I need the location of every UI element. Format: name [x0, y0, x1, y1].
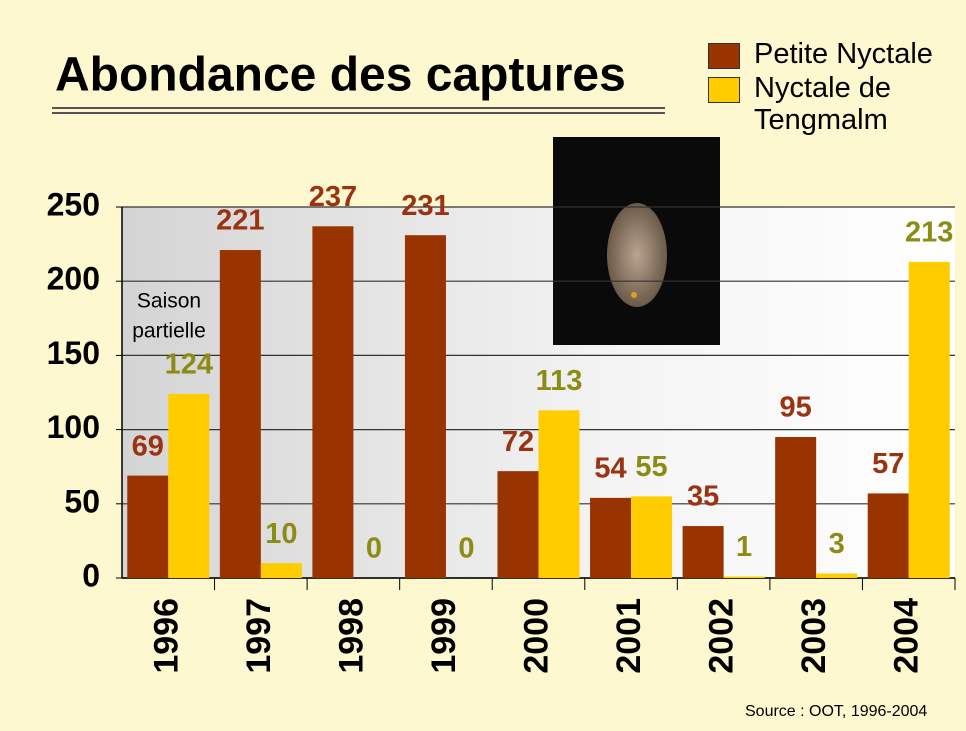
value-label: 113 [536, 365, 583, 397]
value-label: 69 [132, 430, 164, 462]
value-label: 0 [366, 533, 382, 565]
value-label: 57 [872, 448, 904, 480]
x-tick-label: 2002 [703, 598, 741, 674]
bar [683, 526, 724, 578]
bar [724, 577, 765, 578]
value-label: 3 [829, 528, 845, 560]
legend-label: Petite Nyctale [754, 38, 933, 70]
source: Source : OOT, 1996-2004 [745, 703, 927, 720]
legend-swatch [708, 77, 740, 103]
legend-item: Nyctale de Tengmalm [708, 72, 966, 136]
value-label: 55 [635, 451, 667, 483]
x-tick-label: 1998 [332, 598, 370, 674]
annotation: Saison [137, 290, 201, 313]
bar [590, 498, 631, 578]
value-label: 95 [780, 392, 812, 424]
y-tick-label: 250 [47, 186, 100, 222]
bar [312, 226, 353, 578]
legend-swatch [708, 43, 740, 69]
x-tick-label: 2000 [517, 598, 555, 674]
bar [168, 394, 209, 578]
bar [539, 410, 580, 578]
x-tick-label: 1997 [240, 598, 278, 674]
bar [868, 493, 909, 578]
bar [816, 574, 857, 578]
annotation: partielle [132, 320, 206, 343]
value-label: 213 [905, 217, 953, 249]
photo [553, 137, 720, 345]
bar [127, 476, 168, 578]
bar [498, 471, 539, 578]
x-tick-label: 1996 [147, 598, 185, 674]
y-tick-label: 200 [47, 261, 100, 297]
chart-title: Abondance des captures [55, 49, 626, 102]
value-label: 72 [502, 426, 534, 458]
value-label: 0 [458, 533, 474, 565]
y-tick-label: 100 [47, 409, 100, 445]
x-tick-label: 1999 [425, 598, 463, 674]
bar [909, 262, 950, 578]
value-label: 10 [265, 518, 297, 550]
value-label: 35 [687, 481, 719, 513]
x-tick-label: 2004 [888, 598, 926, 674]
legend-item: Petite Nyctale [708, 38, 966, 70]
x-tick-label: 2001 [610, 598, 648, 674]
y-tick-label: 150 [47, 335, 100, 371]
bar [775, 437, 816, 578]
value-label: 54 [594, 453, 626, 485]
bar [261, 563, 302, 578]
y-tick-label: 50 [64, 483, 100, 519]
y-tick-label: 0 [82, 557, 100, 593]
x-tick-label: 2003 [795, 598, 833, 674]
bar [631, 496, 672, 578]
value-label: 237 [309, 181, 357, 213]
bar [220, 250, 261, 578]
value-label: 1 [736, 531, 752, 563]
value-label: 231 [401, 190, 449, 222]
value-label: 221 [216, 205, 264, 237]
page: Abondance des captures Source : OOT, 199… [0, 0, 966, 731]
bar [405, 235, 446, 578]
value-label: 124 [165, 349, 213, 381]
legend-label: Nyctale de Tengmalm [754, 72, 891, 136]
